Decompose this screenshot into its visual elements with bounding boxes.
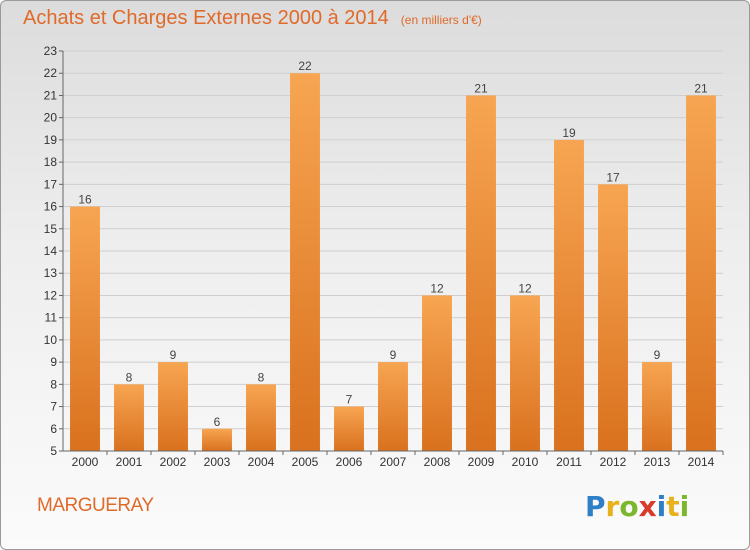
x-tick-label: 2014 bbox=[688, 455, 715, 469]
bar bbox=[642, 362, 672, 451]
data-label: 16 bbox=[78, 193, 92, 207]
data-label: 6 bbox=[214, 415, 221, 429]
data-label: 7 bbox=[346, 393, 353, 407]
data-label: 17 bbox=[606, 170, 620, 184]
bar bbox=[686, 95, 716, 451]
bar bbox=[422, 295, 452, 451]
logo-letter: i bbox=[679, 490, 690, 523]
data-label: 9 bbox=[170, 348, 177, 362]
y-tick-label: 9 bbox=[50, 355, 57, 369]
y-tick-label: 13 bbox=[44, 266, 58, 280]
logo-letter: r bbox=[605, 490, 620, 523]
data-label: 12 bbox=[518, 281, 532, 295]
bar-layer: 16 8 9 6 8 22 7 9 12 21 12 19 17 9 21 bbox=[70, 59, 716, 452]
bar bbox=[554, 139, 584, 451]
x-tick-label: 2001 bbox=[116, 455, 143, 469]
y-tick-label: 20 bbox=[44, 111, 58, 125]
commune-name: MARGUERAY bbox=[37, 495, 154, 516]
y-tick-label: 8 bbox=[50, 377, 57, 391]
data-label: 12 bbox=[430, 281, 444, 295]
x-tick-label: 2003 bbox=[204, 455, 231, 469]
data-label: 21 bbox=[694, 81, 708, 95]
x-tick-label: 2007 bbox=[380, 455, 407, 469]
bar bbox=[510, 295, 540, 451]
y-tick-label: 21 bbox=[44, 88, 58, 102]
y-tick-label: 7 bbox=[50, 400, 57, 414]
bar bbox=[70, 206, 100, 451]
bar bbox=[202, 428, 232, 451]
logo-letter: i bbox=[656, 490, 667, 523]
x-tick-label: 2013 bbox=[644, 455, 671, 469]
data-label: 8 bbox=[258, 370, 265, 384]
data-label: 8 bbox=[126, 370, 133, 384]
data-label: 21 bbox=[474, 81, 488, 95]
x-tick-label: 2010 bbox=[512, 455, 539, 469]
logo-letter: x bbox=[638, 490, 657, 523]
logo-letter: P bbox=[585, 490, 606, 523]
bar bbox=[158, 362, 188, 451]
bar bbox=[246, 384, 276, 451]
data-label: 19 bbox=[562, 126, 576, 140]
proxiti-logo[interactable]: Proxiti bbox=[585, 490, 689, 523]
x-tick-label: 2009 bbox=[468, 455, 495, 469]
y-tick-label: 6 bbox=[50, 422, 57, 436]
bar bbox=[334, 406, 364, 451]
y-tick-label: 15 bbox=[44, 222, 58, 236]
y-tick-label: 11 bbox=[45, 311, 58, 325]
x-tick-label: 2002 bbox=[160, 455, 187, 469]
bar bbox=[598, 184, 628, 452]
y-tick-label: 10 bbox=[44, 333, 58, 347]
y-tick-label: 19 bbox=[44, 133, 58, 147]
y-tick-label: 16 bbox=[44, 200, 58, 214]
bar bbox=[290, 73, 320, 451]
y-tick-label: 23 bbox=[44, 44, 58, 58]
bar bbox=[466, 95, 496, 451]
x-tick-label: 2006 bbox=[336, 455, 363, 469]
chart-title-text: Achats et Charges Externes 2000 à 2014 bbox=[23, 7, 389, 29]
logo-letter: o bbox=[619, 490, 639, 523]
y-tick-label: 14 bbox=[44, 244, 58, 258]
y-tick-label: 18 bbox=[44, 155, 58, 169]
data-label: 22 bbox=[298, 59, 312, 73]
y-tick-label: 17 bbox=[44, 177, 58, 191]
x-tick-label: 2011 bbox=[556, 455, 582, 469]
y-tick-label: 12 bbox=[44, 288, 58, 302]
chart-subtitle: (en milliers d'€) bbox=[400, 13, 482, 27]
bar bbox=[378, 362, 408, 451]
data-label: 9 bbox=[390, 348, 397, 362]
y-tick-label: 22 bbox=[44, 66, 58, 80]
x-tick-label: 2000 bbox=[72, 455, 99, 469]
x-tick-label: 2005 bbox=[292, 455, 319, 469]
bar bbox=[114, 384, 144, 451]
axis-layer: 5 6 7 8 9 10 11 12 13 14 15 16 17 18 19 20 21 22 23 2000 200… bbox=[44, 44, 724, 469]
chart-title: Achats et Charges Externes 2000 à 2014 (e… bbox=[23, 7, 482, 30]
x-tick-label: 2012 bbox=[600, 455, 627, 469]
y-tick-label: 5 bbox=[50, 444, 57, 458]
logo-letter: t bbox=[666, 490, 680, 523]
x-tick-label: 2008 bbox=[424, 455, 451, 469]
x-tick-label: 2004 bbox=[248, 455, 275, 469]
data-label: 9 bbox=[654, 348, 661, 362]
